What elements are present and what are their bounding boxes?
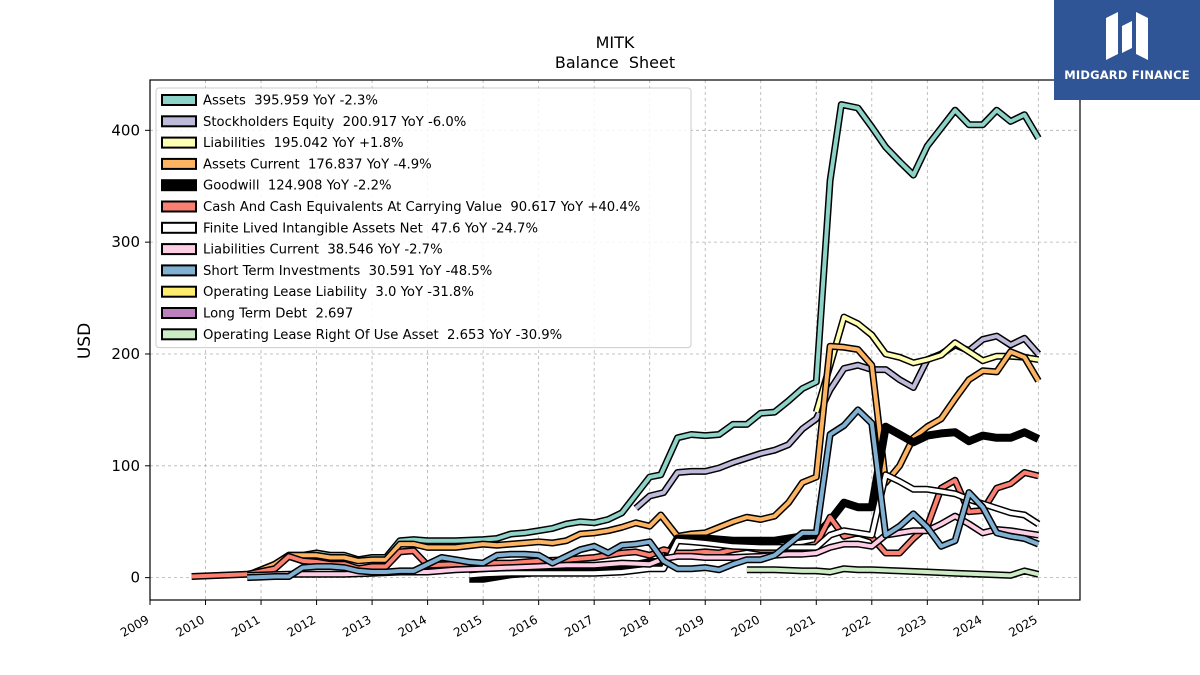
legend-box (155, 87, 692, 349)
legend-swatch (161, 307, 197, 319)
chart-subtitle: Balance Sheet (555, 53, 675, 72)
x-tick-label: 2015 (451, 612, 484, 639)
legend-swatch (161, 200, 197, 213)
x-tick-label: 2025 (1006, 612, 1039, 639)
legend: Assets 395.959 YoY -2.3% Stockholders Equ… (155, 87, 692, 349)
chart-title: MITK (596, 33, 635, 52)
legend-entry-label: Assets Current 176.837 YoY -4.9% (203, 157, 432, 172)
x-tick-label: 2011 (229, 612, 262, 639)
x-tick-label: 2010 (174, 612, 207, 639)
series-line-stockholders-equity (634, 334, 1040, 510)
y-tick-label: 100 (111, 457, 140, 475)
legend-entry-label: Cash And Cash Equivalents At Carrying Va… (203, 200, 640, 215)
x-tick-label: 2014 (396, 612, 429, 639)
legend-entry-label: Short Term Investments 30.591 YoY -48.5% (203, 264, 492, 279)
x-tick-label: 2024 (951, 612, 984, 639)
legend-swatch (161, 179, 197, 192)
legend-swatch (161, 136, 197, 149)
legend-entry-label: Liabilities 195.042 YoY +1.8% (203, 136, 404, 151)
legend-swatch (161, 328, 197, 341)
legend-entry-label: Long Term Debt 2.697 (203, 307, 353, 322)
brand-logo: MIDGARD FINANCE (1054, 0, 1200, 100)
x-tick-label: 2022 (840, 612, 873, 639)
legend-entry-label: Stockholders Equity 200.917 YoY -6.0% (203, 115, 466, 130)
plot-frame (149, 79, 1081, 601)
x-tick-label: 2023 (895, 612, 928, 639)
legend-entry-label: Operating Lease Liability 3.0 YoY -31.8% (203, 285, 474, 300)
x-tick-label: 2017 (562, 612, 595, 639)
x-tick-label: 2019 (673, 612, 706, 639)
x-tick-label: 2013 (340, 612, 373, 639)
series-lines (191, 101, 1042, 583)
series-line-short-term-investments (247, 407, 1040, 580)
x-tick-label: 2012 (285, 612, 318, 639)
legend-entry-label: Operating Lease Right Of Use Asset 2.653… (203, 328, 562, 343)
legend-swatch (161, 115, 197, 128)
legend-swatch (161, 264, 197, 277)
legend-swatch (161, 157, 197, 170)
legend-entry-label: Assets 395.959 YoY -2.3% (203, 94, 378, 109)
legend-swatch (161, 285, 197, 298)
x-tick-label: 2020 (729, 612, 762, 639)
legend-swatch (161, 94, 197, 106)
x-tick-label: 2018 (618, 612, 651, 639)
x-tick-label: 2009 (118, 612, 151, 639)
x-tick-label: 2016 (507, 612, 540, 639)
y-tick-label: 200 (111, 345, 140, 363)
y-tick-label: 0 (130, 569, 140, 587)
legend-entry-label: Liabilities Current 38.546 YoY -2.7% (203, 243, 443, 258)
y-tick-label: 300 (111, 233, 140, 251)
brand-mark-icon (1106, 12, 1148, 60)
legend-entry-label: Goodwill 124.908 YoY -2.2% (203, 179, 392, 194)
series-line-operating-lease-right-of-use-asset (746, 566, 1039, 578)
brand-name: MIDGARD FINANCE (1064, 68, 1190, 82)
series-outline-stockholders-equity (633, 332, 1042, 511)
legend-swatch (161, 243, 197, 256)
series-line-liabilities (814, 315, 1039, 413)
x-tick-label: 2021 (784, 612, 817, 639)
legend-entry-label: Finite Lived Intangible Assets Net 47.6 … (203, 221, 538, 236)
y-tick-label: 400 (111, 121, 140, 139)
legend-swatch (161, 221, 197, 234)
y-axis-label: USD (75, 323, 95, 359)
